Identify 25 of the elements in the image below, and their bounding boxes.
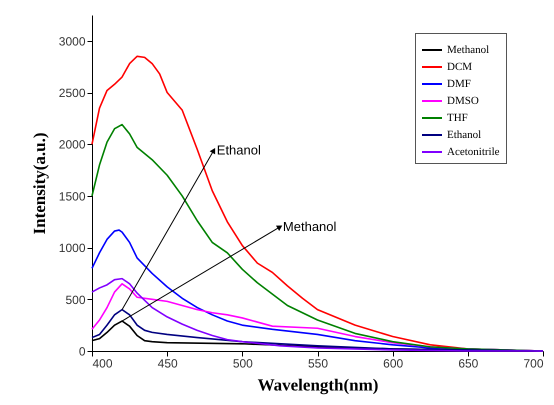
y-tick-label: 500 <box>65 292 86 307</box>
annotation: Ethanol <box>216 142 261 158</box>
x-tick-label: 650 <box>458 356 479 370</box>
x-tick-label: 700 <box>523 356 544 370</box>
x-tick-label: 600 <box>383 356 404 370</box>
x-axis-title: Wavelength(nm) <box>258 376 378 394</box>
y-tick-label: 2500 <box>58 86 86 100</box>
annotation: Methanol <box>282 218 337 234</box>
y-tick-label: 1000 <box>58 241 86 256</box>
legend-label: Ethanol <box>447 129 482 141</box>
x-tick-label: 450 <box>158 356 178 370</box>
legend-label: Methanol <box>447 44 490 56</box>
y-tick-label: 1500 <box>58 189 86 204</box>
x-tick-label: 550 <box>308 356 328 370</box>
legend-label: DMF <box>447 78 471 90</box>
y-axis-title: Intensity(a.u.) <box>30 132 49 235</box>
legend-label: DCM <box>447 61 472 73</box>
y-tick-label: 3000 <box>58 34 86 48</box>
x-tick-label: 400 <box>92 356 113 370</box>
y-tick-label: 0 <box>78 344 86 358</box>
legend-label: Acetonitrile <box>447 146 500 158</box>
y-tick-label: 2000 <box>58 138 86 152</box>
x-tick-label: 500 <box>232 356 254 370</box>
legend-label: DMSO <box>447 95 479 107</box>
legend-label: THF <box>447 112 468 124</box>
